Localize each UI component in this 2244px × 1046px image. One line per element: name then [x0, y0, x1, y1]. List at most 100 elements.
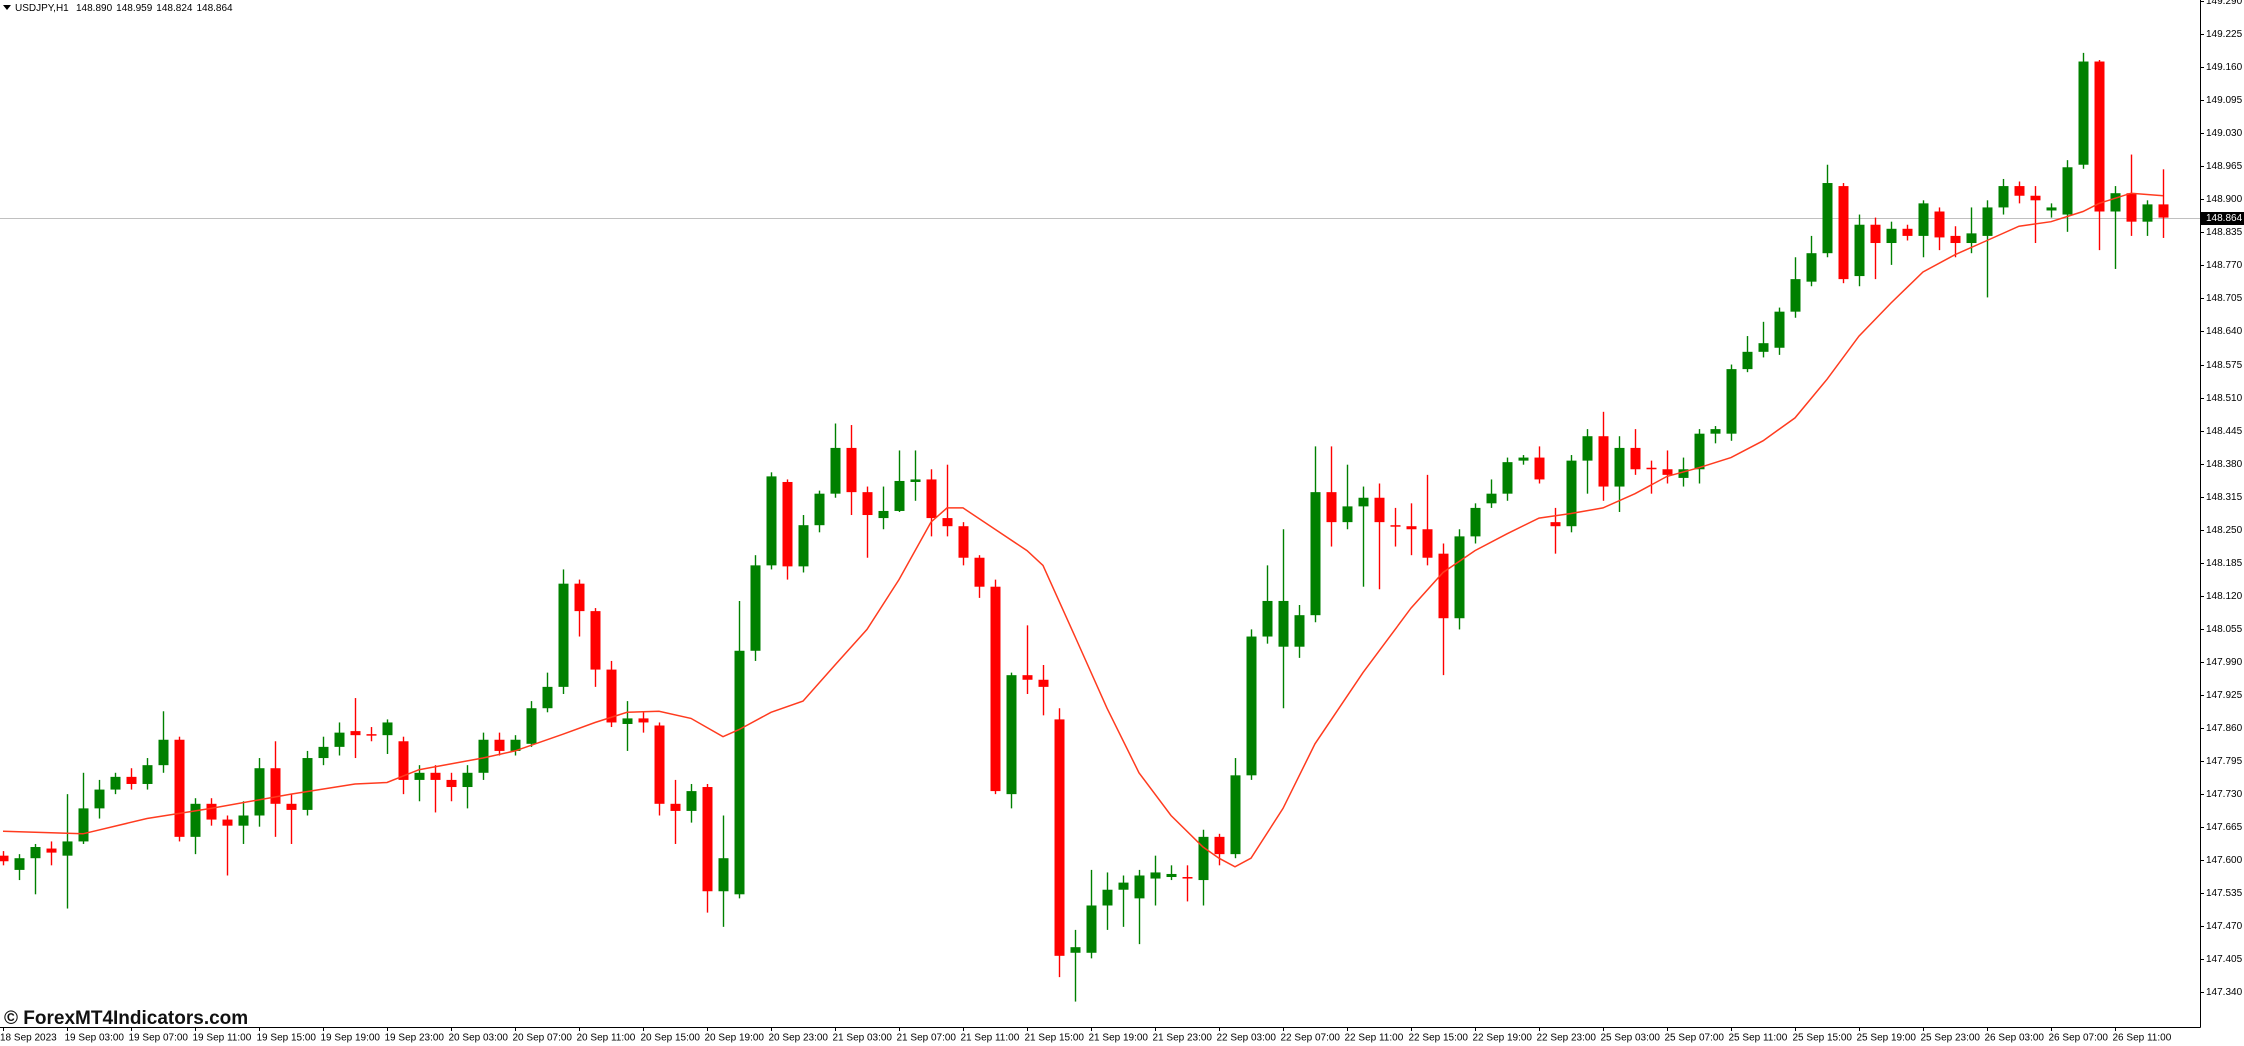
candle-body: [766, 476, 777, 566]
candle-body: [366, 734, 377, 736]
candle-body: [830, 447, 841, 494]
candle-body: [1614, 447, 1625, 487]
candle-body: [478, 739, 489, 773]
y-tick-label: 148.900: [2206, 194, 2243, 205]
y-tick-label: 147.600: [2206, 855, 2243, 866]
candle-body: [814, 493, 825, 526]
x-tick-label: 25 Sep 19:00: [1857, 1033, 1917, 1044]
candle-body: [2014, 186, 2025, 196]
symbol: USDJPY,H1: [15, 3, 69, 14]
candle-body: [1534, 457, 1545, 480]
candle-body: [30, 847, 41, 859]
header-open: 148.890: [76, 3, 113, 14]
y-tick-label: 148.445: [2206, 426, 2243, 437]
candle-body: [1374, 497, 1385, 523]
candle-body: [2062, 167, 2073, 215]
candle-body: [862, 492, 873, 516]
candle-body: [382, 722, 393, 736]
candle-body: [1758, 343, 1769, 352]
candle-body: [846, 447, 857, 493]
candle-body: [702, 787, 713, 892]
candle-body: [1294, 615, 1305, 647]
candle-body: [1326, 492, 1337, 523]
candle-body: [542, 686, 553, 709]
candle-body: [1966, 233, 1977, 244]
x-tick-label: 19 Sep 23:00: [385, 1033, 445, 1044]
y-tick-label: 148.380: [2206, 459, 2243, 470]
x-tick-label: 25 Sep 03:00: [1601, 1033, 1661, 1044]
candle-body: [590, 611, 601, 670]
header-close: 148.864: [196, 3, 233, 14]
candle-body: [1998, 186, 2009, 208]
x-tick-label: 19 Sep 07:00: [129, 1033, 189, 1044]
candle-body: [622, 718, 633, 724]
candle-body: [750, 565, 761, 651]
candle-body: [78, 808, 89, 842]
candle-body: [286, 803, 297, 810]
candle-body: [318, 746, 329, 759]
y-tick-label: 149.290: [2206, 0, 2243, 7]
candle-body: [174, 739, 185, 837]
candle-body: [2126, 193, 2137, 222]
candle-body: [1166, 873, 1177, 878]
candle-body: [1582, 436, 1593, 461]
candle-body: [1550, 522, 1561, 527]
candle-body: [1790, 279, 1801, 312]
candle-body: [0, 855, 9, 862]
candle-body: [1070, 947, 1081, 953]
y-tick-label: 147.925: [2206, 690, 2243, 701]
candle-body: [254, 768, 265, 816]
candle-body: [1662, 469, 1673, 475]
candle-body: [1870, 224, 1881, 244]
x-tick-label: 25 Sep 23:00: [1921, 1033, 1981, 1044]
candle-body: [462, 772, 473, 788]
candle-body: [1406, 526, 1417, 530]
x-tick-label: 21 Sep 03:00: [833, 1033, 893, 1044]
y-tick-label: 148.055: [2206, 624, 2243, 635]
candle-body: [894, 480, 905, 511]
x-tick-label: 20 Sep 19:00: [705, 1033, 765, 1044]
candle-body: [142, 765, 153, 784]
chart-header: USDJPY,H1 148.890 148.959 148.824 148.864: [15, 3, 233, 14]
candle-body: [414, 772, 425, 780]
candle-body: [2046, 207, 2057, 211]
candle-body: [1422, 529, 1433, 558]
candle-body: [2094, 61, 2105, 212]
y-tick-label: 149.160: [2206, 62, 2243, 73]
candle-body: [350, 731, 361, 736]
candle-body: [1566, 460, 1577, 527]
candle-body: [1806, 253, 1817, 282]
candle-body: [1246, 636, 1257, 776]
candle-body: [510, 739, 521, 751]
candle-body: [526, 708, 537, 744]
candle-body: [2078, 61, 2089, 165]
candle-body: [1470, 507, 1481, 537]
moving-average: [2, 192, 2164, 868]
x-tick-label: 22 Sep 03:00: [1217, 1033, 1277, 1044]
x-tick-label: 22 Sep 11:00: [1345, 1033, 1404, 1044]
x-tick-label: 20 Sep 07:00: [513, 1033, 573, 1044]
candle-body: [1150, 872, 1161, 879]
y-tick-label: 147.990: [2206, 657, 2243, 668]
x-tick-label: 22 Sep 23:00: [1537, 1033, 1597, 1044]
candle-body: [1950, 235, 1961, 244]
candle-body: [494, 739, 505, 751]
price-label: 148.864: [2206, 213, 2243, 224]
y-tick-label: 148.185: [2206, 558, 2243, 569]
candle-body: [206, 803, 217, 820]
candle-body: [942, 518, 953, 527]
candle-body: [1390, 525, 1401, 527]
y-tick-label: 149.030: [2206, 128, 2243, 139]
candle-body: [14, 858, 25, 870]
candle-body: [190, 803, 201, 837]
candle-body: [1054, 719, 1065, 956]
candle-body: [302, 758, 313, 810]
candle-body: [1454, 536, 1465, 619]
y-tick-label: 148.640: [2206, 326, 2243, 337]
candle-body: [558, 583, 569, 687]
x-tick-label: 22 Sep 19:00: [1473, 1033, 1533, 1044]
candle-body: [1214, 836, 1225, 855]
y-tick-label: 149.095: [2206, 95, 2243, 106]
y-tick-label: 147.665: [2206, 822, 2243, 833]
